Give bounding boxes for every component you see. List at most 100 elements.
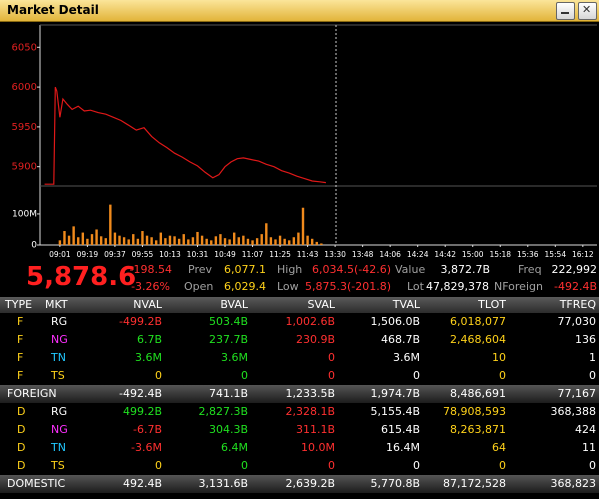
field-label: Freq xyxy=(518,263,542,276)
volume-bar xyxy=(219,234,222,245)
column-header: BVAL xyxy=(220,298,248,311)
table-cell: 1,506.0B xyxy=(370,315,420,328)
x-tick-label: 10:49 xyxy=(214,250,236,259)
minimize-button[interactable] xyxy=(556,2,575,20)
table-cell: RG xyxy=(51,315,68,328)
volume-bar xyxy=(187,239,190,245)
x-tick-label: 09:19 xyxy=(77,250,99,259)
y-tick-label: 6000 xyxy=(12,82,37,93)
volume-bar xyxy=(164,238,167,245)
x-tick-label: 09:55 xyxy=(132,250,154,259)
field-label: Value xyxy=(395,263,426,276)
volume-bar xyxy=(118,235,121,245)
summary-cell: 3,131.6B xyxy=(198,477,248,490)
table-cell: 2,827.3B xyxy=(198,405,248,418)
volume-bar xyxy=(159,232,162,245)
table-cell: 1 xyxy=(589,351,596,364)
summary-cell: 492.4B xyxy=(122,477,162,490)
table-cell: D xyxy=(17,423,26,436)
table-cell: 10 xyxy=(492,351,506,364)
table-cell: -6.7B xyxy=(132,423,162,436)
table-cell: RG xyxy=(51,405,68,418)
table-cell: 2,468,604 xyxy=(450,333,506,346)
volume-bar xyxy=(113,232,117,245)
volume-bar xyxy=(145,235,149,245)
summary-cell: FOREIGN xyxy=(7,387,57,400)
volume-bar xyxy=(58,240,62,245)
table-cell: 230.9B xyxy=(295,333,335,346)
field-value: 6,034.5(-42.6) xyxy=(311,263,391,276)
column-header: SVAL xyxy=(307,298,335,311)
table-cell: F xyxy=(17,369,24,382)
table-cell: 6.4M xyxy=(221,441,248,454)
volume-bar xyxy=(242,235,245,245)
summary-cell: 2,639.2B xyxy=(285,477,335,490)
table-cell: 424 xyxy=(575,423,596,436)
volume-bar xyxy=(132,234,135,245)
table-cell: F xyxy=(17,351,24,364)
table-cell: D xyxy=(17,441,26,454)
volume-bar xyxy=(182,234,185,245)
volume-bar xyxy=(310,238,314,245)
volume-bar xyxy=(278,235,282,245)
summary-row xyxy=(0,385,599,403)
volume-bar xyxy=(301,207,305,245)
table-cell: 64 xyxy=(492,441,506,454)
x-tick-label: 10:13 xyxy=(159,250,181,259)
volume-bar xyxy=(173,236,176,245)
table-cell: 2,328.1B xyxy=(285,405,335,418)
table-cell: F xyxy=(17,315,24,328)
summary-cell: 1,233.5B xyxy=(285,387,335,400)
volume-bar xyxy=(95,229,98,245)
table-cell: 0 xyxy=(241,369,248,382)
table-cell: 368,388 xyxy=(550,405,597,418)
table-cell: 3.6M xyxy=(135,351,162,364)
price-change: -198.54 xyxy=(129,263,172,276)
table-cell: D xyxy=(17,459,26,472)
volume-bar xyxy=(77,237,80,245)
column-header: TLOT xyxy=(478,298,506,311)
volume-bar xyxy=(297,232,300,245)
volume-bar xyxy=(72,226,75,245)
volume-bar xyxy=(196,231,199,245)
field-value: 6,077.1 xyxy=(224,263,266,276)
summary-cell: 368,823 xyxy=(550,477,597,490)
volume-bar xyxy=(274,239,277,245)
table-cell: 77,030 xyxy=(557,315,597,328)
summary-cell: 8,486,691 xyxy=(450,387,506,400)
volume-bar xyxy=(177,238,181,245)
volume-bar xyxy=(315,241,318,245)
table-cell: 0 xyxy=(413,459,420,472)
x-tick-label: 15:36 xyxy=(517,250,539,259)
volume-bar xyxy=(237,237,240,245)
column-header: TVAL xyxy=(392,298,420,311)
table-cell: NG xyxy=(51,423,68,436)
table-cell: 0 xyxy=(589,459,596,472)
x-tick-label: 13:48 xyxy=(352,250,374,259)
volume-bar xyxy=(155,240,158,245)
table-cell: TN xyxy=(51,441,66,454)
y-tick-label: 5950 xyxy=(12,122,37,133)
summary-cell: 77,167 xyxy=(557,387,597,400)
x-tick-label: 14:24 xyxy=(407,250,429,259)
table-cell: 0 xyxy=(413,369,420,382)
table-cell: 499.2B xyxy=(122,405,162,418)
field-label: Lot xyxy=(407,280,424,293)
volume-bar xyxy=(223,238,227,245)
table-cell: 16.4M xyxy=(386,441,420,454)
volume-bar xyxy=(81,232,85,245)
summary-cell: DOMESTIC xyxy=(7,477,66,490)
x-tick-label: 15:54 xyxy=(544,250,566,259)
table-cell: 0 xyxy=(328,351,335,364)
table-cell: TS xyxy=(51,369,65,382)
table-cell: -3.6M xyxy=(131,441,162,454)
y-tick-label: 100M xyxy=(12,209,37,219)
table-cell: 311.1B xyxy=(295,423,335,436)
volume-bar xyxy=(205,238,208,245)
close-button[interactable]: ✕ xyxy=(578,2,597,20)
summary-row xyxy=(0,475,599,493)
table-cell: 0 xyxy=(155,459,162,472)
column-header: MKT xyxy=(45,298,68,311)
table-cell: 0 xyxy=(499,459,506,472)
volume-bar xyxy=(255,238,259,245)
